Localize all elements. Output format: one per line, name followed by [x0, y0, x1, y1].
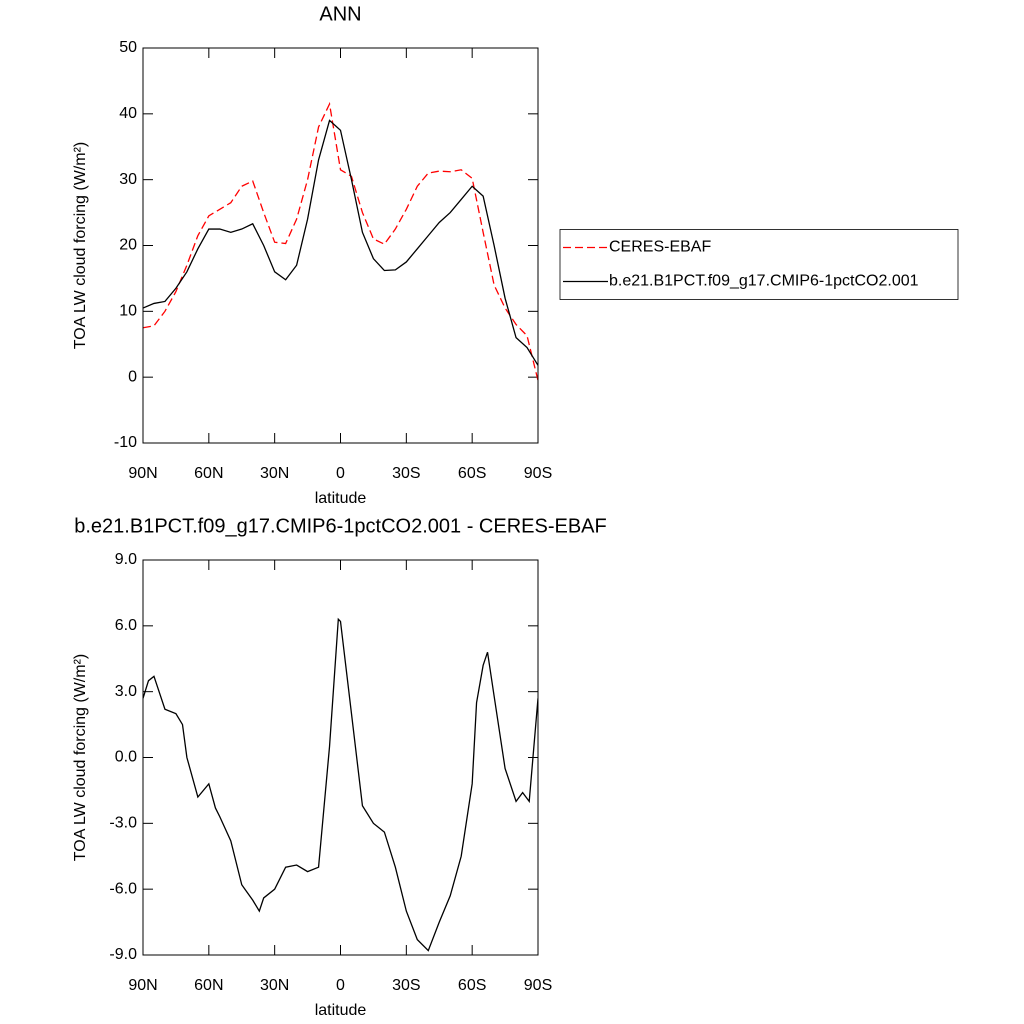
x-tick-label: 0	[336, 977, 345, 994]
y-tick-label: 10	[119, 303, 137, 320]
plot-frame	[142, 559, 539, 956]
y-tick-label: -9.0	[109, 946, 137, 963]
legend-label: b.e21.B1PCT.f09_g17.CMIP6-1pctCO2.001	[609, 273, 919, 290]
y-tick-label: 0	[128, 368, 137, 385]
y-axis-label: TOA LW cloud forcing (W/m²)	[72, 654, 89, 861]
data-line	[143, 617, 538, 952]
y-tick-label: -10	[114, 434, 137, 451]
y-tick-label: -6.0	[109, 880, 137, 897]
x-tick-label: 0	[336, 465, 345, 482]
plot-frame	[142, 47, 539, 444]
x-tick-label: 30N	[260, 465, 289, 482]
x-axis-label: latitude	[315, 490, 367, 507]
y-tick-label: 3.0	[115, 683, 137, 700]
legend-label: CERES-EBAF	[609, 239, 711, 256]
chart-title: b.e21.B1PCT.f09_g17.CMIP6-1pctCO2.001 - …	[74, 515, 606, 537]
x-tick-label: 90S	[524, 465, 552, 482]
y-tick-label: 20	[119, 237, 137, 254]
y-axis-label: TOA LW cloud forcing (W/m²)	[72, 142, 89, 349]
x-tick-label: 30S	[392, 465, 420, 482]
data-line	[143, 101, 538, 381]
data-line	[143, 119, 538, 366]
y-tick-label: -3.0	[109, 815, 137, 832]
x-tick-label: 90N	[128, 977, 157, 994]
y-tick-label: 30	[119, 171, 137, 188]
y-tick-label: 0.0	[115, 749, 137, 766]
chart-title: ANN	[319, 3, 361, 25]
y-tick-label: 9.0	[115, 551, 137, 568]
x-tick-label: 90S	[524, 977, 552, 994]
x-axis-label: latitude	[315, 1002, 367, 1019]
x-tick-label: 60S	[458, 977, 486, 994]
legend-box	[559, 229, 959, 300]
x-tick-label: 60N	[194, 465, 223, 482]
x-tick-label: 30N	[260, 977, 289, 994]
x-tick-label: 60N	[194, 977, 223, 994]
y-tick-label: 50	[119, 39, 137, 56]
y-tick-label: 40	[119, 105, 137, 122]
x-tick-label: 30S	[392, 977, 420, 994]
x-tick-label: 60S	[458, 465, 486, 482]
x-tick-label: 90N	[128, 465, 157, 482]
y-tick-label: 6.0	[115, 617, 137, 634]
